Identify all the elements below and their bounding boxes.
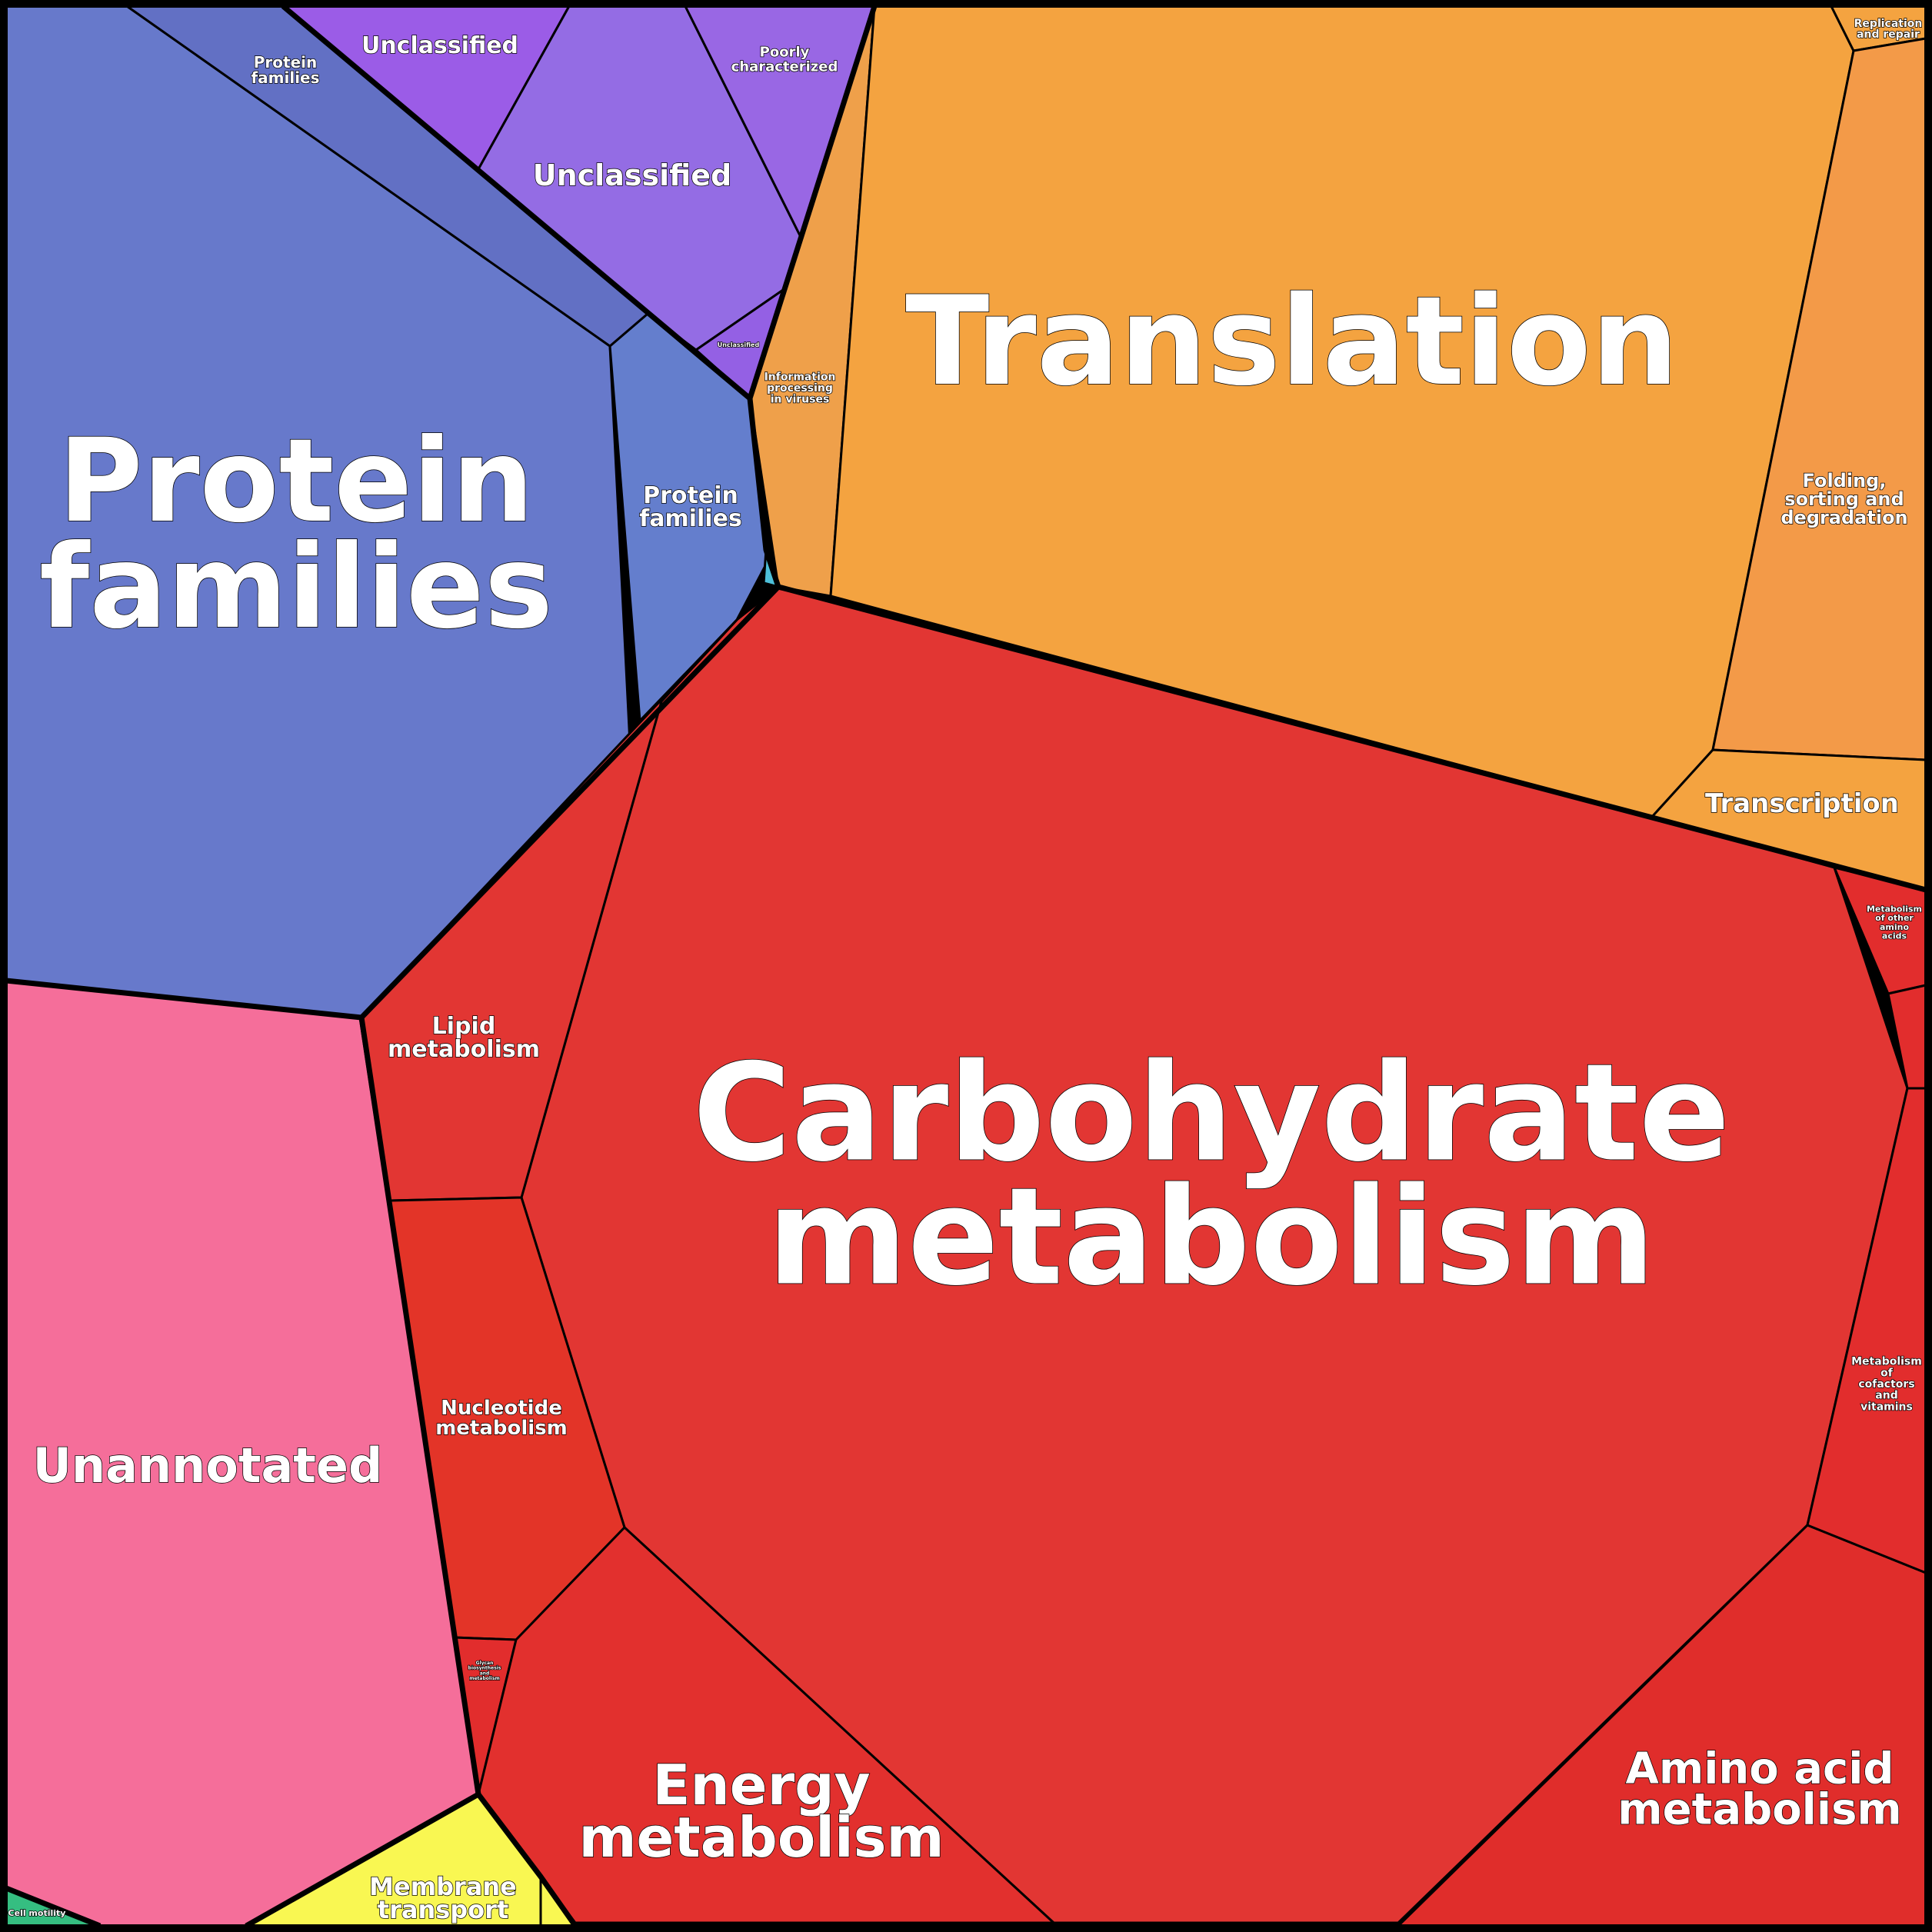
label-translation: Translation [905, 269, 1679, 413]
label-amino-acid-metabolism-line: Amino acid [1626, 1744, 1894, 1794]
label-glycan-biosynthesis-line: metabolism [469, 1675, 500, 1681]
label-poorly-characterized: Poorly characterized [731, 45, 838, 75]
label-protein-families-strip-line: Protein [254, 53, 317, 72]
label-cell-motility: Cell motility [8, 1908, 66, 1918]
label-cofactors-vitamins-line: cofactors [1858, 1378, 1914, 1391]
label-amino-acid-metabolism-line: metabolism [1617, 1785, 1902, 1835]
label-cofactors-vitamins: Metabolism of cofactors and vitamins [1851, 1356, 1922, 1414]
label-energy-metabolism-line: Energy [652, 1752, 870, 1817]
label-folding-sorting-line: degradation [1780, 507, 1907, 528]
label-unclassified-tiny: Unclassified [718, 341, 760, 348]
label-protein-families-large: Protein families [39, 415, 553, 655]
label-lipid-metabolism-line: metabolism [388, 1036, 540, 1063]
label-poorly-characterized-line: characterized [731, 58, 838, 75]
label-folding-sorting-line: Folding, [1803, 470, 1887, 491]
label-unclassified-mid: Unclassified [533, 158, 732, 192]
label-information-processing-viruses-line: in viruses [771, 394, 830, 406]
label-cell-motility-line: Cell motility [8, 1908, 66, 1918]
label-other-amino-acids-line: Metabolism [1867, 904, 1922, 914]
label-replication-repair-line: Replication [1854, 18, 1923, 30]
label-unclassified-tiny-line: Unclassified [718, 341, 760, 348]
group-boundaries [5, 4, 1927, 1929]
label-unclassified-top-line: Unclassified [361, 32, 518, 59]
label-replication-repair-line: and repair [1857, 28, 1920, 41]
label-unclassified-mid-line: Unclassified [533, 158, 732, 192]
label-other-amino-acids: Metabolism of other amino acids [1867, 904, 1922, 941]
label-unannotated: Unannotated [33, 1437, 383, 1494]
label-folding-sorting: Folding, sorting and degradation [1780, 470, 1907, 528]
label-glycan-biosynthesis: Glycan biosynthesis and metabolism [468, 1661, 501, 1681]
label-other-amino-acids-line: amino [1880, 922, 1909, 932]
label-amino-acid-metabolism: Amino acid metabolism [1617, 1744, 1902, 1835]
label-protein-families-small-line: Protein [643, 482, 738, 509]
label-protein-families-small: Protein families [639, 482, 742, 532]
label-lipid-metabolism: Lipid metabolism [388, 1013, 540, 1063]
label-protein-families-strip: Protein families [251, 53, 319, 87]
label-membrane-transport: Membrane transport [369, 1872, 517, 1924]
label-protein-families-large-line: Protein [58, 415, 535, 548]
label-carbohydrate-metabolism: Carbohydrate metabolism [693, 1035, 1730, 1315]
cell-labels: Carbohydrate metabolismTranslationProtein… [8, 17, 1923, 1925]
label-carbohydrate-metabolism-line: metabolism [768, 1159, 1656, 1315]
label-transcription-line: Transcription [1705, 788, 1899, 819]
label-information-processing-viruses-line: processing [767, 382, 833, 395]
label-replication-repair: Replication and repair [1854, 18, 1923, 41]
label-energy-metabolism-line: metabolism [578, 1805, 944, 1870]
label-information-processing-viruses: Information processing in viruses [764, 371, 836, 405]
label-other-amino-acids-line: of other [1875, 913, 1914, 923]
label-glycan-biosynthesis-line: and [480, 1671, 490, 1676]
label-membrane-transport-line: Membrane [369, 1872, 517, 1901]
label-glycan-biosynthesis-line: biosynthesis [468, 1665, 501, 1671]
label-lipid-metabolism-line: Lipid [432, 1013, 496, 1040]
label-cofactors-vitamins-line: Metabolism [1851, 1356, 1922, 1368]
label-protein-families-small-line: families [639, 505, 742, 532]
label-cofactors-vitamins-line: vitamins [1860, 1401, 1913, 1413]
label-poorly-characterized-line: Poorly [760, 45, 810, 61]
label-folding-sorting-line: sorting and [1784, 488, 1904, 510]
label-unannotated-line: Unannotated [33, 1437, 383, 1494]
label-other-amino-acids-line: acids [1882, 931, 1907, 941]
label-carbohydrate-metabolism-line: Carbohydrate [693, 1035, 1730, 1191]
label-unclassified-top: Unclassified [361, 32, 518, 59]
label-information-processing-viruses-line: Information [764, 371, 836, 383]
label-protein-families-strip-line: families [251, 68, 319, 87]
label-nucleotide-metabolism-line: Nucleotide [441, 1397, 562, 1420]
label-translation-line: Translation [905, 269, 1679, 413]
label-transcription: Transcription [1705, 788, 1899, 819]
label-cofactors-vitamins-line: and [1875, 1390, 1897, 1402]
label-nucleotide-metabolism-line: metabolism [435, 1417, 568, 1440]
label-energy-metabolism: Energy metabolism [578, 1752, 944, 1869]
label-glycan-biosynthesis-line: Glycan [476, 1661, 494, 1666]
label-cofactors-vitamins-line: of [1880, 1367, 1894, 1379]
label-membrane-transport-line: transport [378, 1895, 508, 1924]
label-protein-families-large-line: families [39, 521, 553, 655]
label-nucleotide-metabolism: Nucleotide metabolism [435, 1397, 568, 1440]
